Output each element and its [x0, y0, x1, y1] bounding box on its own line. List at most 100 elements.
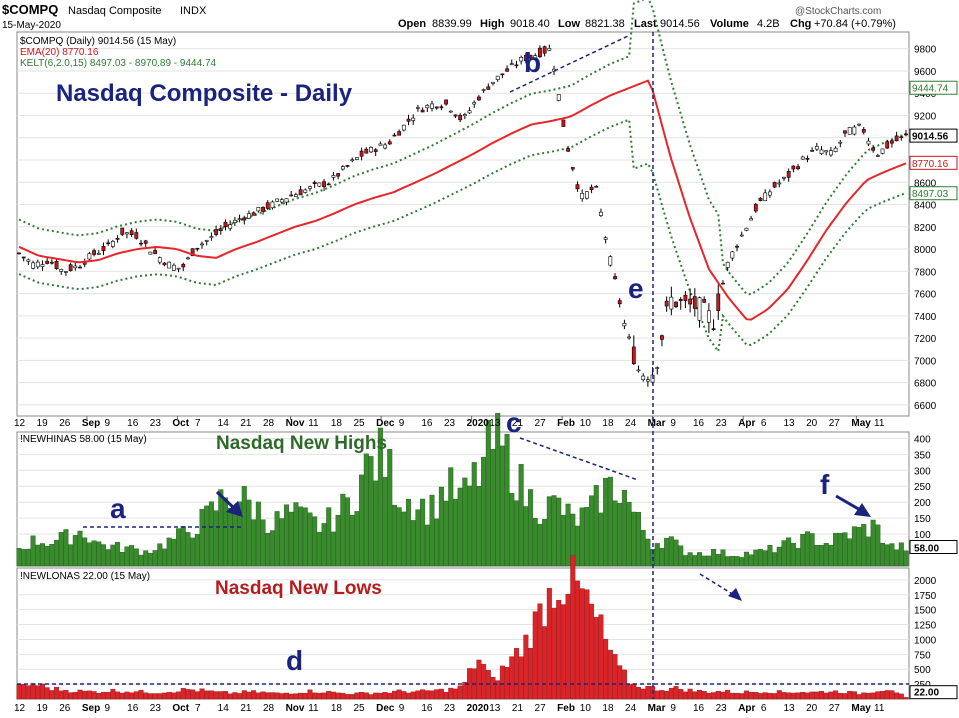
new-lows-bar: [725, 689, 731, 700]
new-highs-bar: [194, 534, 200, 567]
price-candle: [678, 299, 683, 301]
annotation-f-arrow-shaft: [835, 494, 863, 513]
price-candle: [270, 201, 275, 209]
price-candle: [683, 294, 688, 301]
x-tick-label-bottom: 6: [761, 703, 767, 714]
x-tick-label: 24: [625, 418, 637, 429]
new-highs-bar: [457, 487, 463, 567]
new-lows-bar: [171, 692, 177, 700]
new-lows-bar: [190, 689, 196, 700]
new-highs-bar: [758, 549, 764, 567]
new-lows-bar: [481, 663, 487, 700]
new-highs-bar: [776, 546, 782, 567]
price-candle: [791, 165, 796, 170]
price-candle: [378, 143, 383, 146]
price-candle: [171, 264, 176, 271]
highs-badge-label: 58.00: [914, 543, 939, 554]
new-highs-bar: [241, 486, 247, 567]
new-lows-bar: [161, 692, 167, 700]
new-highs-bar: [157, 543, 163, 567]
x-tick-label-bottom: 25: [353, 703, 365, 714]
x-tick-label-bottom: 2020: [467, 703, 490, 714]
highs-y-tick-label: 150: [914, 514, 931, 525]
price-y-tick-label: 7200: [914, 334, 937, 345]
new-highs-bar: [438, 486, 444, 567]
price-candle: [730, 251, 735, 259]
new-highs-bar: [406, 498, 412, 567]
new-highs-bar: [631, 511, 637, 567]
new-lows-bar: [781, 692, 787, 700]
new-highs-bar: [711, 548, 717, 567]
price-candle: [176, 267, 181, 270]
price-badge-label: 8497.03: [912, 189, 949, 200]
new-highs-bar: [208, 501, 214, 567]
price-candle: [345, 165, 350, 167]
price-candle: [68, 264, 73, 271]
x-tick-label-bottom: Feb: [557, 703, 575, 714]
price-candle: [420, 109, 425, 113]
new-lows-bar: [429, 690, 435, 700]
new-lows-bar: [326, 691, 332, 700]
new-highs-bar: [335, 515, 341, 567]
new-highs-bar: [307, 512, 313, 567]
new-lows-bar: [157, 693, 163, 700]
new-highs-bar: [471, 462, 477, 567]
new-highs-bar: [856, 527, 862, 567]
new-lows-bar: [772, 693, 778, 700]
new-highs-bar: [490, 449, 496, 567]
x-tick-label-bottom: 16: [127, 703, 139, 714]
price-candle: [594, 185, 599, 188]
price-candle: [350, 159, 355, 162]
new-lows-bar: [143, 692, 149, 700]
price-y-tick-label: 9200: [914, 111, 937, 122]
new-highs-bar: [697, 552, 703, 567]
new-lows-bar: [72, 692, 78, 700]
new-highs-bar: [560, 515, 566, 567]
price-candle: [608, 256, 613, 266]
new-lows-bar: [410, 691, 416, 700]
lows-y-tick-label: 1750: [914, 591, 937, 602]
new-lows-bar: [776, 690, 782, 700]
new-lows-bar: [593, 616, 599, 700]
x-tick-label: 20: [806, 418, 818, 429]
price-candle: [181, 263, 186, 268]
price-candle: [833, 147, 838, 152]
lows-badge-label: 22.00: [914, 688, 939, 699]
new-lows-bar: [861, 692, 867, 700]
new-lows-bar: [523, 634, 529, 700]
new-highs-bar: [147, 553, 153, 567]
new-lows-bar: [574, 580, 580, 700]
new-lows-bar: [260, 691, 266, 700]
new-highs-bar: [166, 537, 172, 567]
new-highs-bar: [753, 549, 759, 567]
new-highs-bar: [21, 549, 27, 567]
price-candle: [134, 232, 139, 239]
price-badge-box: [909, 186, 958, 201]
new-lows-bar: [720, 691, 726, 700]
price-candle: [110, 241, 115, 247]
new-highs-bar: [645, 538, 651, 567]
new-highs-bar: [518, 464, 524, 567]
price-candle: [355, 157, 359, 160]
new-lows-bar: [377, 692, 383, 700]
x-tick-label: 2020: [467, 418, 490, 429]
new-highs-bar: [326, 507, 332, 567]
new-lows-bar: [476, 659, 482, 700]
new-lows-bar: [302, 693, 308, 700]
new-highs-bar: [293, 502, 299, 567]
price-candle: [200, 243, 204, 246]
new-lows-bar: [316, 692, 322, 700]
price-candle: [387, 141, 392, 145]
price-candle: [439, 106, 444, 109]
new-highs-bar: [54, 539, 60, 567]
new-highs-bar: [316, 532, 322, 567]
new-lows-bar: [612, 654, 618, 700]
new-lows-bar: [499, 665, 505, 700]
new-highs-bar: [861, 524, 867, 567]
new-highs-bar: [842, 532, 848, 567]
new-highs-bar: [659, 548, 665, 567]
new-highs-bar: [227, 507, 233, 567]
new-highs-bar: [847, 538, 853, 567]
price-candle: [523, 54, 528, 62]
new-lows-bar: [748, 691, 754, 700]
